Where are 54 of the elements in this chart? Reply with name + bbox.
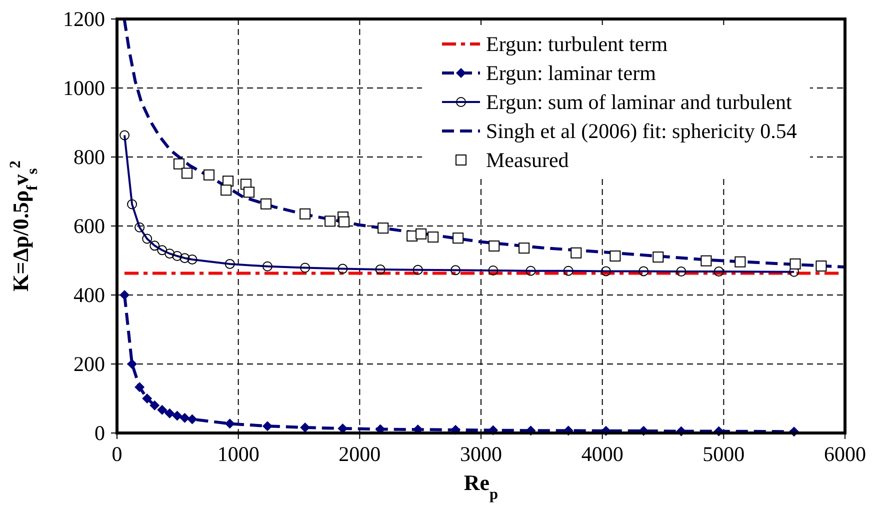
point bbox=[300, 422, 310, 432]
point bbox=[790, 258, 801, 270]
point bbox=[300, 208, 311, 220]
point bbox=[172, 410, 182, 421]
point bbox=[120, 290, 130, 300]
y-tick-label: 200 bbox=[74, 352, 105, 376]
point bbox=[157, 404, 168, 415]
x-axis-title: Re$_{p}$ bbox=[464, 470, 498, 502]
x-tick-label: 4000 bbox=[581, 442, 624, 466]
x-tick-label: 1000 bbox=[217, 442, 260, 466]
y-tick-label: 1000 bbox=[63, 76, 105, 100]
point bbox=[244, 186, 255, 198]
point bbox=[203, 169, 214, 180]
y-tick-label: 1200 bbox=[63, 7, 105, 31]
point bbox=[164, 408, 175, 418]
legend-label: Ergun: sum of laminar and turbulent bbox=[486, 90, 792, 114]
x-tick-label: 5000 bbox=[702, 442, 745, 466]
point bbox=[610, 250, 621, 262]
point bbox=[378, 222, 389, 234]
line-series bbox=[122, 18, 846, 269]
point bbox=[518, 242, 530, 254]
point bbox=[734, 256, 746, 268]
point bbox=[134, 382, 145, 392]
y-tick-label: 0 bbox=[94, 421, 105, 445]
point bbox=[142, 394, 152, 404]
point bbox=[220, 184, 232, 196]
point bbox=[180, 412, 190, 423]
point bbox=[428, 232, 439, 243]
point bbox=[452, 232, 464, 244]
x-tick-label: 3000 bbox=[460, 442, 502, 466]
point bbox=[570, 247, 582, 258]
point bbox=[816, 260, 827, 272]
point bbox=[187, 414, 198, 424]
point bbox=[652, 252, 664, 263]
legend-label: Ergun: turbulent term bbox=[486, 32, 668, 56]
point bbox=[150, 400, 160, 410]
x-tick-label: 2000 bbox=[338, 442, 381, 466]
y-tick-label: 400 bbox=[74, 283, 105, 307]
y-tick-label: 800 bbox=[74, 145, 105, 169]
point bbox=[488, 240, 500, 252]
legend-label: Singh et al (2006) fit: sphericity 0.54 bbox=[486, 119, 798, 143]
point bbox=[416, 228, 427, 240]
y-tick-label: 600 bbox=[74, 214, 105, 238]
legend-label: Measured bbox=[486, 148, 570, 172]
point bbox=[338, 216, 350, 228]
x-tick-label: 0 bbox=[112, 442, 122, 466]
point bbox=[127, 359, 138, 369]
point bbox=[262, 421, 272, 432]
point bbox=[324, 216, 336, 227]
x-tick-label: 6000 bbox=[824, 442, 866, 466]
point bbox=[700, 255, 712, 266]
legend-label: Ergun: laminar term bbox=[486, 61, 656, 85]
point bbox=[260, 198, 272, 210]
point bbox=[224, 418, 235, 429]
